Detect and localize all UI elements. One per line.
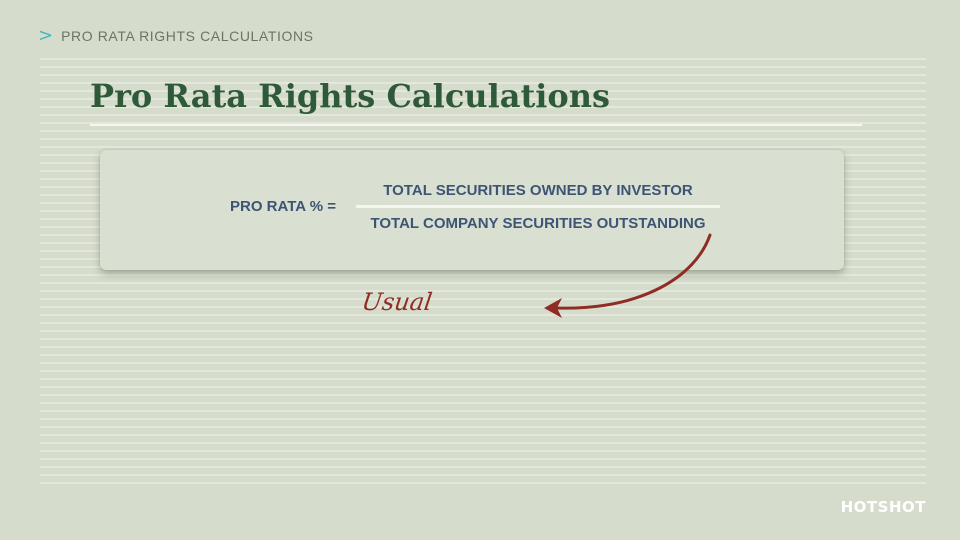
title-divider (90, 124, 862, 126)
curved-arrow-icon (544, 233, 712, 318)
breadcrumb: > PRO RATA RIGHTS CALCULATIONS (38, 26, 314, 46)
background-stripes (40, 58, 926, 488)
hotshot-logo: HOTSHOT (840, 498, 926, 516)
formula-card: PRO RATA % = TOTAL SECURITIES OWNED BY I… (100, 150, 844, 270)
formula-denominator: TOTAL COMPANY SECURITIES OUTSTANDING (370, 215, 706, 232)
fraction-bar (356, 205, 720, 208)
chevron-right-icon: > (38, 25, 54, 46)
breadcrumb-text: PRO RATA RIGHTS CALCULATIONS (61, 28, 314, 44)
formula-lhs: PRO RATA % = (230, 198, 336, 215)
page-title: Pro Rata Rights Calculations (90, 77, 611, 115)
formula-fraction: TOTAL SECURITIES OWNED BY INVESTOR TOTAL… (356, 180, 720, 235)
annotation-note: Usual (360, 288, 434, 316)
formula-numerator: TOTAL SECURITIES OWNED BY INVESTOR (383, 182, 693, 199)
